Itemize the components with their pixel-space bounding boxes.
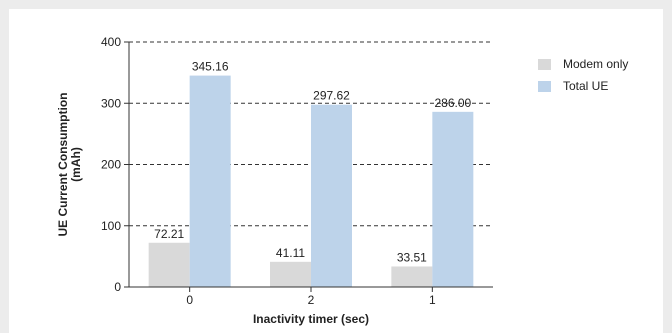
y-axis-label-line-1: (mAh) <box>69 147 83 182</box>
y-tick-label-300: 300 <box>101 96 121 110</box>
legend-swatch-modem-only <box>538 58 551 70</box>
y-axis-label: UE Current Consumption(mAh) <box>56 93 83 237</box>
data-label-total-ue-2: 286.00 <box>434 96 471 110</box>
x-axis-label: Inactivity timer (sec) <box>253 312 369 326</box>
bar-modem-only-1 <box>270 261 311 287</box>
y-tick-label-400: 400 <box>101 35 121 49</box>
legend-label-total-ue: Total UE <box>563 79 609 93</box>
chart-card: 0 100 200 300 400 72.21 345.16 0 41.11 297.62 2 33.… <box>9 9 663 333</box>
legend-label-modem-only: Modem only <box>563 57 629 71</box>
x-tick-label-1: 2 <box>308 293 315 307</box>
legend-swatch-total-ue <box>538 80 551 92</box>
data-label-total-ue-1: 297.62 <box>313 89 350 103</box>
bar-modem-only-0 <box>148 242 190 287</box>
legend-item-total-ue: Total UE <box>538 75 628 97</box>
y-tick-label-100: 100 <box>101 219 121 233</box>
data-label-total-ue-0: 345.16 <box>192 60 229 74</box>
data-label-modem-only-2: 33.51 <box>397 250 427 264</box>
bar-total-ue-2 <box>432 111 474 287</box>
data-label-modem-only-0: 72.21 <box>154 227 184 241</box>
legend-item-modem-only: Modem only <box>538 53 628 75</box>
data-label-modem-only-1: 41.11 <box>276 246 305 260</box>
y-axis-label-line-0: UE Current Consumption <box>56 93 70 237</box>
bar-total-ue-0 <box>189 75 231 287</box>
legend: Modem only Total UE <box>538 53 628 97</box>
y-tick-label-0: 0 <box>114 280 121 294</box>
x-tick-label-0: 0 <box>186 293 193 307</box>
bar-total-ue-1 <box>311 104 352 287</box>
x-tick-label-2: 1 <box>429 293 436 307</box>
bar-modem-only-2 <box>391 266 433 287</box>
y-tick-label-200: 200 <box>101 158 121 172</box>
bar-chart: 0 100 200 300 400 72.21 345.16 0 41.11 297.62 2 33.… <box>56 35 493 326</box>
